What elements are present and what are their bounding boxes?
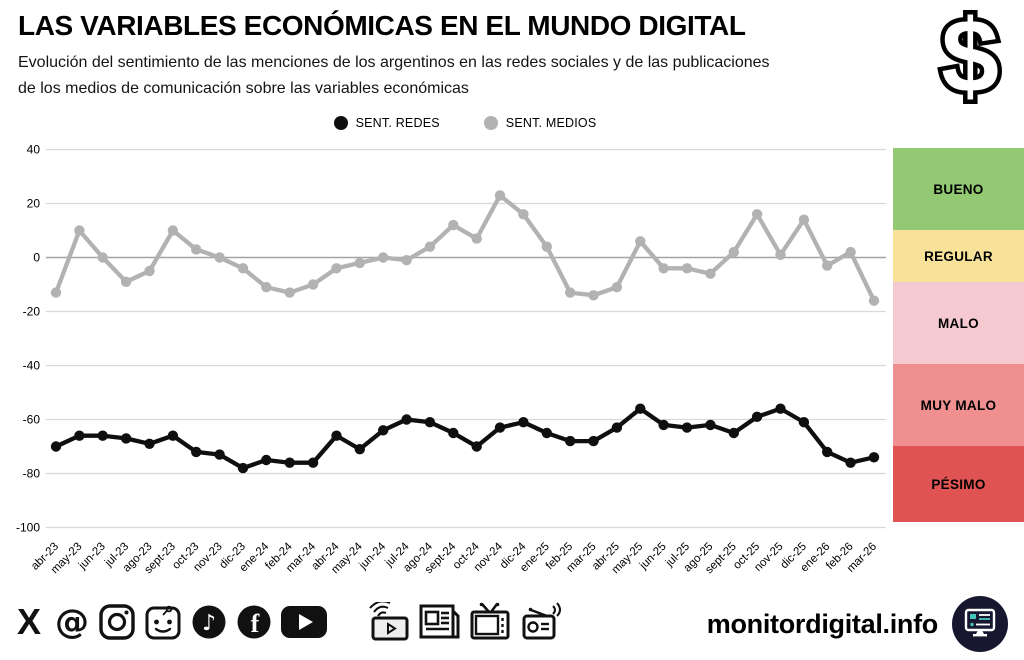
facebook-icon: f xyxy=(235,603,273,641)
legend-label-redes: SENT. REDES xyxy=(355,116,440,130)
scale-item-muy-malo: MUY MALO xyxy=(893,364,1024,446)
scale-label-muy-malo: MUY MALO xyxy=(920,397,997,413)
tv-icon xyxy=(468,602,512,642)
legend-dot-redes xyxy=(333,116,348,130)
subtitle-line-2: de los medios de comunicación sobre las … xyxy=(18,80,469,97)
scale-item-regular: REGULAR xyxy=(893,230,1024,282)
streaming-icon xyxy=(364,602,410,642)
scale-item-malo: MALO xyxy=(893,282,1024,364)
news-icon xyxy=(417,602,461,642)
chart-legend: SENT. REDES SENT. MEDIOS xyxy=(0,116,930,130)
threads-icon: @ xyxy=(53,603,91,641)
svg-text:jun-24: jun-24 xyxy=(357,540,389,572)
scale-label-bueno: BUENO xyxy=(933,181,984,197)
monitor-icon xyxy=(964,608,996,637)
site-name: monitordigital.info xyxy=(706,608,939,639)
svg-text:20: 20 xyxy=(27,197,41,211)
instagram-icon xyxy=(98,603,136,641)
scale-item-bueno: BUENO xyxy=(893,148,1024,230)
svg-text:-100: -100 xyxy=(16,521,40,535)
scale-item-pesimo: PÉSIMO xyxy=(893,446,1024,522)
svg-text:-40: -40 xyxy=(23,359,41,373)
reddit-icon xyxy=(143,602,183,642)
site-logo xyxy=(952,596,1008,652)
svg-text:X: X xyxy=(17,603,41,641)
svg-text:0: 0 xyxy=(33,251,40,265)
youtube-icon xyxy=(280,604,328,640)
legend-dot-medios xyxy=(483,116,498,130)
svg-text:-60: -60 xyxy=(23,413,41,427)
svg-text:jun-25: jun-25 xyxy=(637,541,669,573)
scale-label-regular: REGULAR xyxy=(924,248,993,264)
footer-branding: monitordigital.info xyxy=(707,596,1008,652)
svg-text:f: f xyxy=(251,609,260,638)
svg-text:-80: -80 xyxy=(23,467,41,481)
svg-text:-20: -20 xyxy=(23,305,41,319)
svg-text:40: 40 xyxy=(27,143,41,157)
scale-label-pesimo: PÉSIMO xyxy=(931,476,986,492)
x-icon: X xyxy=(12,603,46,641)
sentiment-scale-panel: BUENO REGULAR MALO MUY MALO PÉSIMO xyxy=(893,148,1024,522)
tiktok-icon: ♪ xyxy=(190,603,228,641)
legend-item-sent-medios: SENT. MEDIOS xyxy=(483,116,597,130)
subtitle-line-1: Evolución del sentimiento de las mencion… xyxy=(18,54,770,71)
radio-icon xyxy=(519,602,565,642)
svg-text:$: $ xyxy=(941,4,999,110)
svg-text:jun-23: jun-23 xyxy=(76,541,108,573)
footer-icon-strip: X @ ♪ f xyxy=(12,602,565,642)
legend-label-medios: SENT. MEDIOS xyxy=(505,116,597,130)
page-subtitle: Evolución del sentimiento de las mencion… xyxy=(18,50,770,102)
svg-text:@: @ xyxy=(55,603,89,641)
sentiment-line-chart: 40200-20-40-60-80-100abr-23may-23jun-23j… xyxy=(16,143,886,576)
svg-text:♪: ♪ xyxy=(202,611,216,636)
legend-item-sent-redes: SENT. REDES xyxy=(333,116,440,130)
page-title: LAS VARIABLES ECONÓMICAS EN EL MUNDO DIG… xyxy=(18,10,746,41)
scale-label-malo: MALO xyxy=(938,315,979,331)
dollar-icon: $ xyxy=(922,4,1018,110)
